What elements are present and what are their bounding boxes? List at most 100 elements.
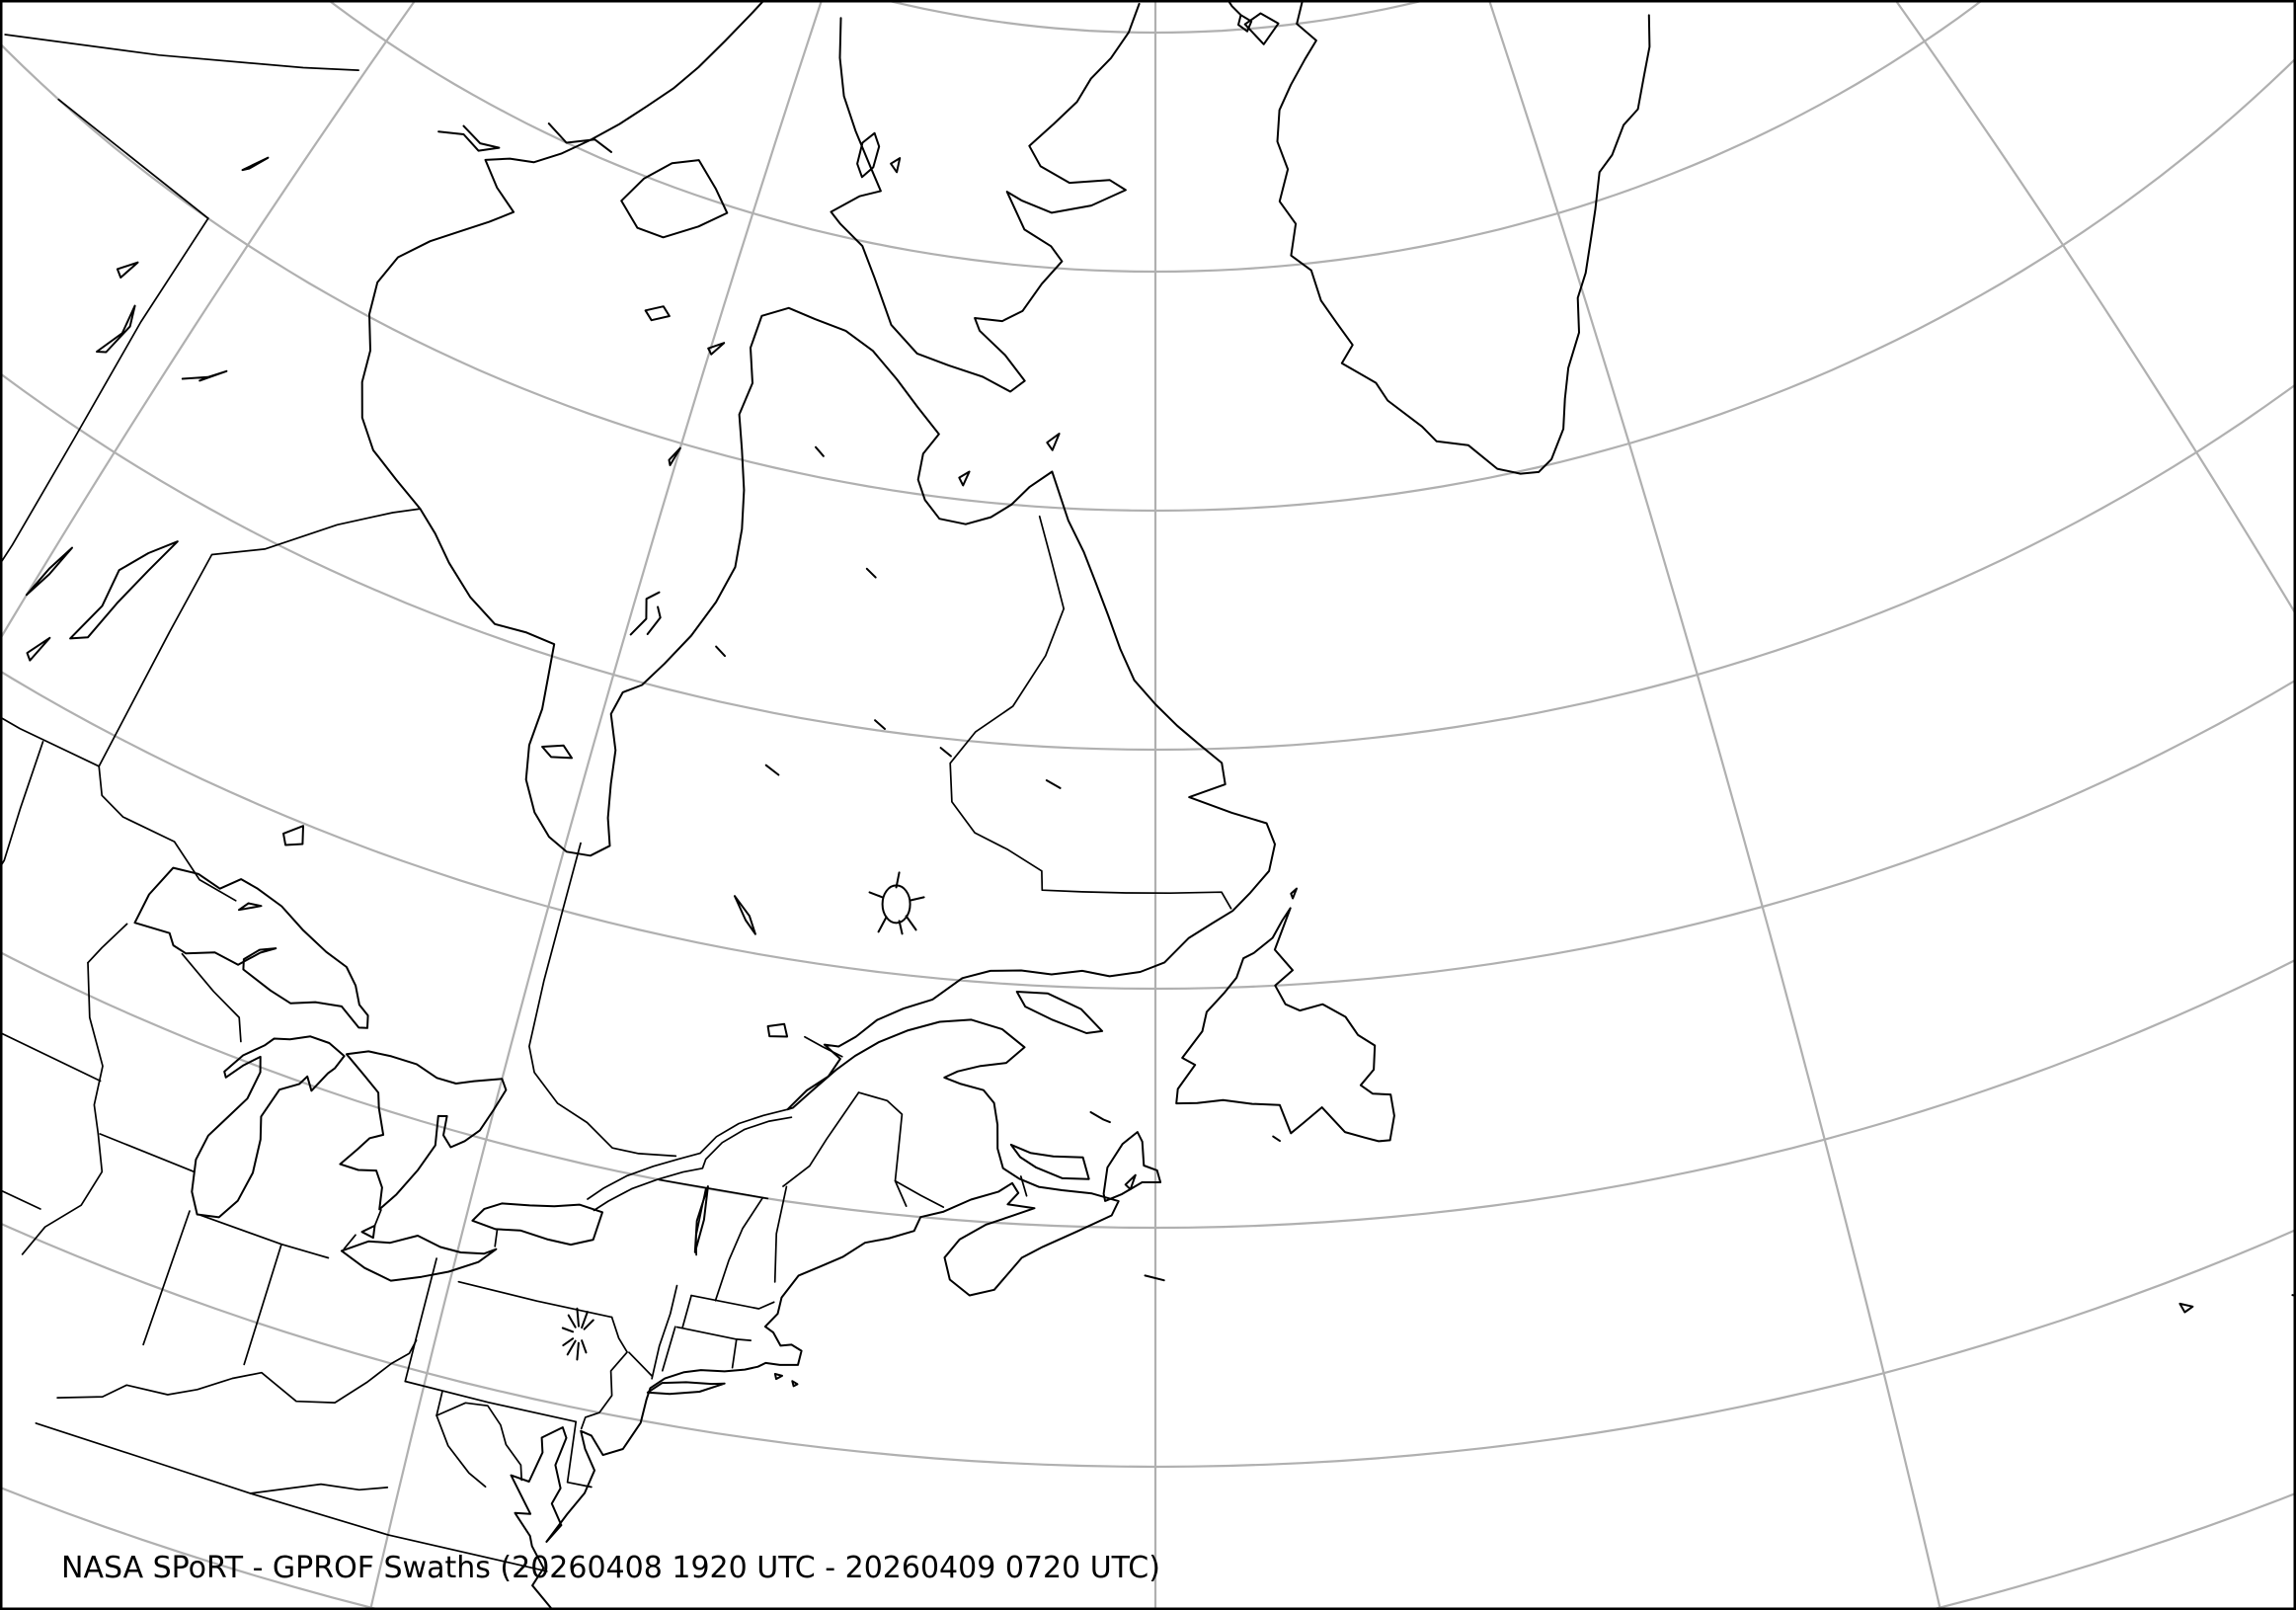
coastline-wollaston-lake	[116, 261, 139, 279]
border-me-nb-border	[857, 1091, 908, 1207]
border-delaware-river	[580, 1316, 628, 1430]
coastline-mansel-island	[707, 342, 726, 356]
border-ma-ny-border	[681, 1294, 692, 1329]
coastline-southern-indian-lake	[181, 369, 228, 382]
border-ky-tn-border	[35, 1422, 252, 1494]
coastline-anticosti-island	[1015, 991, 1104, 1034]
border-vt-nh-border	[714, 1196, 764, 1302]
graticule-parallel-55	[0, 371, 2296, 752]
coastline-lake-winnipegosis	[25, 546, 73, 597]
coastline-lake-huron	[339, 1050, 508, 1211]
coastline-quebec-lake-1	[874, 719, 886, 730]
border-detroit-river	[343, 1234, 356, 1250]
urban-area-starburst-ray-5	[576, 1341, 580, 1361]
graticule-parallel-60	[0, 41, 2296, 513]
coastline-quebec-lake-2	[939, 747, 952, 758]
urban-area-starburst-ray-3	[567, 1314, 577, 1328]
manicouagan-ring-lake-spike-1	[905, 915, 917, 931]
border-mn-canada-border	[98, 765, 237, 902]
manicouagan-ring-lake-spike-4	[868, 891, 884, 899]
border-sk-mb-border	[0, 217, 209, 566]
border-red-river	[0, 741, 44, 869]
coastline-sable-island	[1144, 1274, 1165, 1282]
coastline-prince-edward-island	[1009, 1143, 1090, 1180]
coastline-saint-pierre	[1272, 1135, 1281, 1143]
coastline-coats-island	[644, 305, 671, 322]
border-nh-me-border	[773, 1185, 788, 1283]
graticule-parallel-40	[0, 1222, 2296, 1469]
border-ny-vt-border	[695, 1187, 707, 1256]
urban-area-starburst-ray-7	[562, 1337, 575, 1347]
graticule-meridian--100	[0, 0, 417, 642]
coastline-baker-lake-inlet	[437, 124, 501, 152]
coastline-disko-island	[1243, 12, 1280, 45]
coastlines	[25, 0, 2296, 1610]
coastline-long-island	[646, 1381, 726, 1396]
border-qc-nl-border	[949, 515, 1232, 910]
coastline-lake-ontario	[471, 1202, 603, 1247]
graticule-meridian--80	[368, 0, 824, 1610]
coastline-isle-royale	[238, 902, 263, 912]
coastline-dubawnt-lake	[241, 156, 270, 172]
manicouagan-ring-lake-spike-3	[910, 896, 925, 902]
coastline-bras-dor-lake	[1124, 1173, 1137, 1191]
coastline-belcher-islands-a	[629, 591, 661, 636]
border-nt-nu-border	[4, 34, 359, 71]
coastline-ungava-lake-2	[865, 567, 877, 579]
manicouagan-ring-lake-spike-5	[898, 920, 904, 935]
border-ma-north-border	[690, 1294, 775, 1310]
border-sk-nt-60n	[57, 98, 209, 219]
coastline-marthas-vineyard	[773, 1373, 783, 1381]
border-saint-john-river	[894, 1179, 945, 1208]
coastline-southampton-island	[620, 159, 729, 239]
border-va-nc-border	[249, 1492, 548, 1572]
coastline-mainland-east-coast-hudson-bay	[360, 0, 1276, 1610]
border-ohio-river	[56, 1339, 418, 1404]
border-md-wv-potomac	[435, 1402, 523, 1482]
map-decorations	[561, 871, 925, 1361]
urban-area-starburst-ray-0	[581, 1311, 589, 1329]
coastline-lac-st-jean	[766, 1022, 789, 1038]
coastline-reindeer-lake	[96, 304, 136, 354]
coastline-ottawa-islands	[668, 446, 681, 466]
border-in-il-border	[142, 1210, 191, 1346]
border-ky-va-border	[249, 1483, 389, 1494]
coastline-lake-superior	[133, 866, 369, 1029]
graticule-parallel-70	[881, 0, 1430, 35]
border-mason-dixon-line	[404, 1380, 577, 1423]
graticule-meridian--40	[1487, 0, 1942, 1610]
border-us-canada-49n	[0, 715, 101, 767]
urban-area-starburst-ray-1	[576, 1307, 580, 1328]
coastline-belcher-islands-b	[646, 605, 662, 635]
coastline-lake-michigan	[191, 1035, 346, 1219]
border-st-clair-river	[373, 1209, 382, 1227]
border-il-wi-border	[99, 1133, 195, 1172]
graticule-meridian--20	[1894, 0, 2296, 617]
coastline-wager-bay	[547, 122, 612, 153]
urban-area-starburst-ray-6	[581, 1339, 588, 1354]
coastline-lake-mistassini	[734, 895, 756, 935]
border-mi-in-oh-border	[199, 1214, 330, 1259]
coastline-lake-winnipeg	[69, 540, 179, 640]
graticule-parallel-50	[0, 670, 2296, 991]
border-nb-ns-border	[1019, 1175, 1028, 1197]
coastline-lake-erie	[340, 1235, 498, 1282]
coastline-resolution-island	[1046, 433, 1061, 451]
coastline-lake-st-clair	[360, 1224, 376, 1240]
border-us-canada-45n	[658, 1178, 769, 1200]
border-mn-ia-border	[0, 1031, 102, 1083]
coastline-cape-breton-island	[1102, 1131, 1162, 1202]
coastline-amadjuak-lake	[890, 157, 902, 174]
coastline-nantucket	[791, 1380, 799, 1388]
border-mb-on-border	[98, 508, 422, 767]
border-ct-ri-border	[731, 1338, 738, 1369]
coastline-akimiski-island	[541, 744, 573, 760]
border-ia-mo-border	[0, 1188, 41, 1210]
border-pa-west-border	[404, 1257, 437, 1383]
border-oh-in-border	[243, 1243, 282, 1366]
graticule-parallel-65	[326, 0, 1985, 274]
map-title: NASA SPoRT - GPROF Swaths (20260408 1920…	[61, 1551, 1160, 1585]
